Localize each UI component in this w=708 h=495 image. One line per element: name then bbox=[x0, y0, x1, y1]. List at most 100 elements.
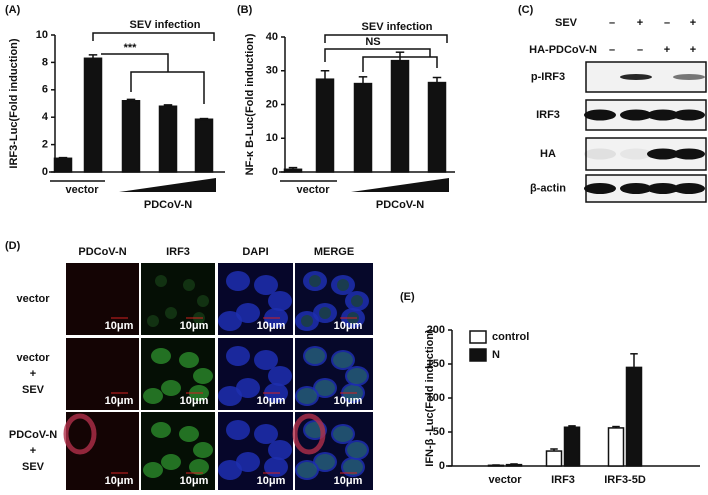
nucleus bbox=[303, 346, 327, 366]
column-header: IRF3 bbox=[166, 246, 190, 258]
row-label: + bbox=[30, 368, 36, 380]
nucleus bbox=[264, 457, 288, 477]
bar bbox=[83, 57, 103, 173]
irf3-signal bbox=[347, 442, 367, 458]
bracket bbox=[92, 32, 215, 41]
blot-band bbox=[620, 74, 652, 80]
column-header: DAPI bbox=[242, 246, 268, 258]
blot-label: HA bbox=[540, 148, 556, 160]
nucleus bbox=[254, 424, 278, 444]
irf3-signal bbox=[193, 368, 213, 384]
y-tick-label: 0 bbox=[272, 166, 278, 178]
scale-label: 10μm bbox=[257, 320, 286, 332]
group-label: vector bbox=[65, 184, 99, 196]
irf3-signal bbox=[319, 307, 331, 319]
y-tick-label: 200 bbox=[427, 324, 445, 336]
panel-label: (A) bbox=[5, 4, 21, 16]
bar bbox=[390, 59, 410, 173]
blot-label: β-actin bbox=[530, 182, 566, 194]
scale-label: 10μm bbox=[105, 475, 134, 487]
irf3-signal bbox=[161, 454, 181, 470]
blot-band bbox=[584, 109, 616, 121]
scale-label: 10μm bbox=[334, 320, 363, 332]
bar bbox=[625, 366, 643, 467]
bar bbox=[487, 464, 505, 467]
y-tick-label: 10 bbox=[266, 132, 278, 144]
y-tick-label: 150 bbox=[427, 358, 445, 370]
panel-label: (C) bbox=[518, 4, 534, 16]
irf3-signal bbox=[333, 426, 353, 442]
irf3-signal bbox=[297, 462, 317, 478]
bracket-label: SEV infection bbox=[362, 21, 433, 33]
significance: NS bbox=[365, 36, 380, 48]
nucleus bbox=[218, 311, 242, 331]
row-label: vector bbox=[16, 352, 50, 364]
bar bbox=[563, 426, 581, 467]
legend-label: control bbox=[492, 331, 529, 343]
y-tick-label: 0 bbox=[439, 460, 445, 472]
blot-label: p-IRF3 bbox=[531, 71, 565, 83]
bracket bbox=[362, 56, 438, 72]
y-tick-label: 6 bbox=[42, 84, 48, 96]
legend-swatch bbox=[469, 330, 487, 344]
row-label: + bbox=[30, 445, 36, 457]
scale-label: 10μm bbox=[257, 395, 286, 407]
y-tick-label: 40 bbox=[266, 31, 278, 43]
y-tick-label: 100 bbox=[427, 392, 445, 404]
bracket bbox=[324, 34, 448, 43]
irf3-signal bbox=[143, 388, 163, 404]
dose-wedge bbox=[119, 178, 216, 192]
nucleus bbox=[236, 378, 260, 398]
condition-sign: – bbox=[609, 17, 615, 29]
nucleus bbox=[268, 366, 292, 386]
scale-label: 10μm bbox=[334, 395, 363, 407]
micrograph bbox=[66, 338, 139, 410]
pdcov-signal bbox=[292, 413, 326, 455]
micrograph bbox=[66, 263, 139, 335]
legend-swatch bbox=[469, 348, 487, 362]
condition-sign: – bbox=[637, 44, 643, 56]
bar bbox=[545, 450, 563, 467]
y-tick-label: 2 bbox=[42, 139, 48, 151]
bracket bbox=[130, 71, 205, 104]
scale-label: 10μm bbox=[180, 320, 209, 332]
nucleus bbox=[331, 424, 355, 444]
row-label: SEV bbox=[22, 384, 45, 396]
condition-sign: – bbox=[664, 17, 670, 29]
nucleus bbox=[345, 366, 369, 386]
group-label: vector bbox=[296, 184, 330, 196]
blot-band bbox=[673, 183, 705, 194]
nucleus bbox=[331, 350, 355, 370]
nucleus bbox=[236, 303, 260, 323]
nucleus bbox=[226, 271, 250, 291]
scale-label: 10μm bbox=[180, 395, 209, 407]
y-axis-label: IRF3-Luc(Fold induction) bbox=[8, 38, 20, 168]
y-tick-label: 8 bbox=[42, 56, 48, 68]
condition-label: SEV bbox=[555, 17, 578, 29]
scale-label: 10μm bbox=[334, 475, 363, 487]
row-label: PDCoV-N bbox=[9, 429, 57, 441]
bar bbox=[283, 168, 303, 173]
panel-label: (B) bbox=[237, 4, 253, 16]
nucleus bbox=[226, 420, 250, 440]
bar bbox=[427, 81, 447, 173]
bar bbox=[607, 427, 625, 467]
blot-label: IRF3 bbox=[536, 109, 560, 121]
blot-band bbox=[647, 109, 679, 121]
nucleus bbox=[236, 452, 260, 472]
blot-band bbox=[620, 148, 652, 160]
bracket bbox=[101, 53, 169, 72]
nucleus bbox=[345, 440, 369, 460]
scale-label: 10μm bbox=[180, 475, 209, 487]
bar bbox=[121, 100, 141, 173]
irf3-signal bbox=[155, 275, 167, 287]
legend-label: N bbox=[492, 349, 500, 361]
irf3-signal bbox=[315, 454, 335, 470]
y-tick-label: 0 bbox=[42, 166, 48, 178]
nucleus bbox=[268, 291, 292, 311]
irf3-signal bbox=[309, 275, 321, 287]
column-header: PDCoV-N bbox=[78, 246, 126, 258]
bar bbox=[315, 78, 335, 173]
blot-band bbox=[673, 74, 705, 80]
